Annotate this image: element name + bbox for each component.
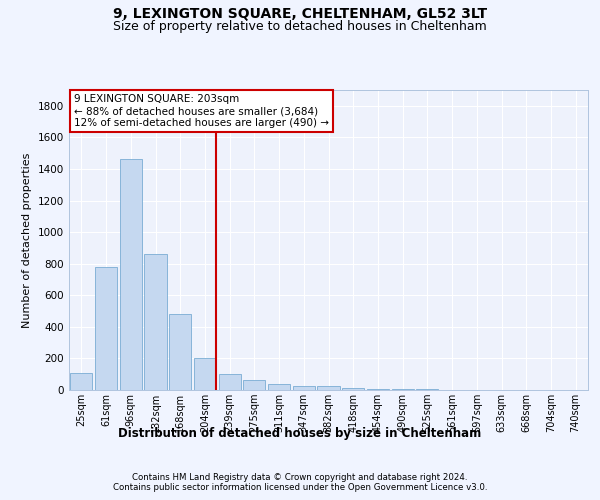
Text: Contains HM Land Registry data © Crown copyright and database right 2024.: Contains HM Land Registry data © Crown c… — [132, 472, 468, 482]
Bar — [268, 384, 290, 390]
Bar — [70, 372, 92, 390]
Y-axis label: Number of detached properties: Number of detached properties — [22, 152, 32, 328]
Text: 9, LEXINGTON SQUARE, CHELTENHAM, GL52 3LT: 9, LEXINGTON SQUARE, CHELTENHAM, GL52 3L… — [113, 8, 487, 22]
Bar — [367, 388, 389, 390]
Bar — [169, 314, 191, 390]
Bar — [416, 389, 439, 390]
Bar — [145, 254, 167, 390]
Bar — [194, 358, 216, 390]
Text: 9 LEXINGTON SQUARE: 203sqm
← 88% of detached houses are smaller (3,684)
12% of s: 9 LEXINGTON SQUARE: 203sqm ← 88% of deta… — [74, 94, 329, 128]
Text: Distribution of detached houses by size in Cheltenham: Distribution of detached houses by size … — [118, 428, 482, 440]
Bar — [95, 267, 117, 390]
Bar — [243, 380, 265, 390]
Bar — [392, 389, 414, 390]
Bar — [218, 374, 241, 390]
Text: Size of property relative to detached houses in Cheltenham: Size of property relative to detached ho… — [113, 20, 487, 33]
Bar — [119, 160, 142, 390]
Text: Contains public sector information licensed under the Open Government Licence v3: Contains public sector information licen… — [113, 484, 487, 492]
Bar — [293, 386, 315, 390]
Bar — [342, 388, 364, 390]
Bar — [317, 386, 340, 390]
